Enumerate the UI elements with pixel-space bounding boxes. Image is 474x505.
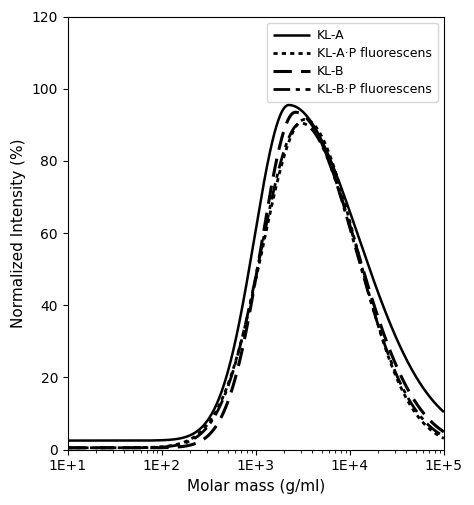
- KL-A: [238, 312, 244, 318]
- KL-A: [430, 398, 436, 404]
- KL-A·P fluorescens: [430, 429, 436, 435]
- KL-A: [248, 257, 254, 263]
- KL-B: [292, 109, 298, 115]
- Line: KL-B·P fluorescens: KL-B·P fluorescens: [68, 123, 444, 448]
- KL-A·P fluorescens: [441, 435, 447, 441]
- KL-B·P fluorescens: [238, 341, 244, 347]
- Line: KL-A: KL-A: [68, 105, 444, 440]
- KL-B: [84, 445, 90, 451]
- KL-B: [430, 420, 436, 426]
- KL-A·P fluorescens: [361, 273, 367, 279]
- KL-B·P fluorescens: [65, 445, 71, 451]
- KL-A: [430, 398, 436, 404]
- KL-B: [441, 429, 447, 435]
- KL-A: [361, 250, 367, 256]
- Legend: KL-A, KL-A·P fluorescens, KL-B, KL-B·P fluorescens: KL-A, KL-A·P fluorescens, KL-B, KL-B·P f…: [266, 23, 438, 103]
- KL-A·P fluorescens: [84, 445, 90, 451]
- KL-A: [65, 437, 71, 443]
- KL-A·P fluorescens: [430, 429, 436, 435]
- KL-B·P fluorescens: [248, 298, 254, 304]
- KL-A: [441, 409, 447, 415]
- KL-B·P fluorescens: [430, 426, 436, 432]
- KL-A·P fluorescens: [302, 117, 308, 123]
- KL-A·P fluorescens: [65, 445, 71, 451]
- KL-B·P fluorescens: [430, 426, 436, 432]
- KL-B·P fluorescens: [84, 445, 90, 451]
- KL-B·P fluorescens: [361, 276, 367, 282]
- X-axis label: Molar mass (g/ml): Molar mass (g/ml): [187, 479, 325, 494]
- Line: KL-A·P fluorescens: KL-A·P fluorescens: [68, 120, 444, 448]
- KL-B: [238, 354, 244, 360]
- KL-B: [248, 305, 254, 311]
- KL-A·P fluorescens: [238, 340, 244, 346]
- Line: KL-B: KL-B: [68, 112, 444, 448]
- KL-B: [430, 421, 436, 427]
- KL-A: [286, 102, 292, 108]
- KL-B·P fluorescens: [441, 433, 447, 439]
- KL-B: [65, 445, 71, 451]
- KL-A·P fluorescens: [248, 299, 254, 306]
- KL-B·P fluorescens: [298, 120, 304, 126]
- KL-B: [361, 270, 367, 276]
- Y-axis label: Normalized Intensity (%): Normalized Intensity (%): [11, 138, 26, 328]
- KL-A: [84, 437, 90, 443]
